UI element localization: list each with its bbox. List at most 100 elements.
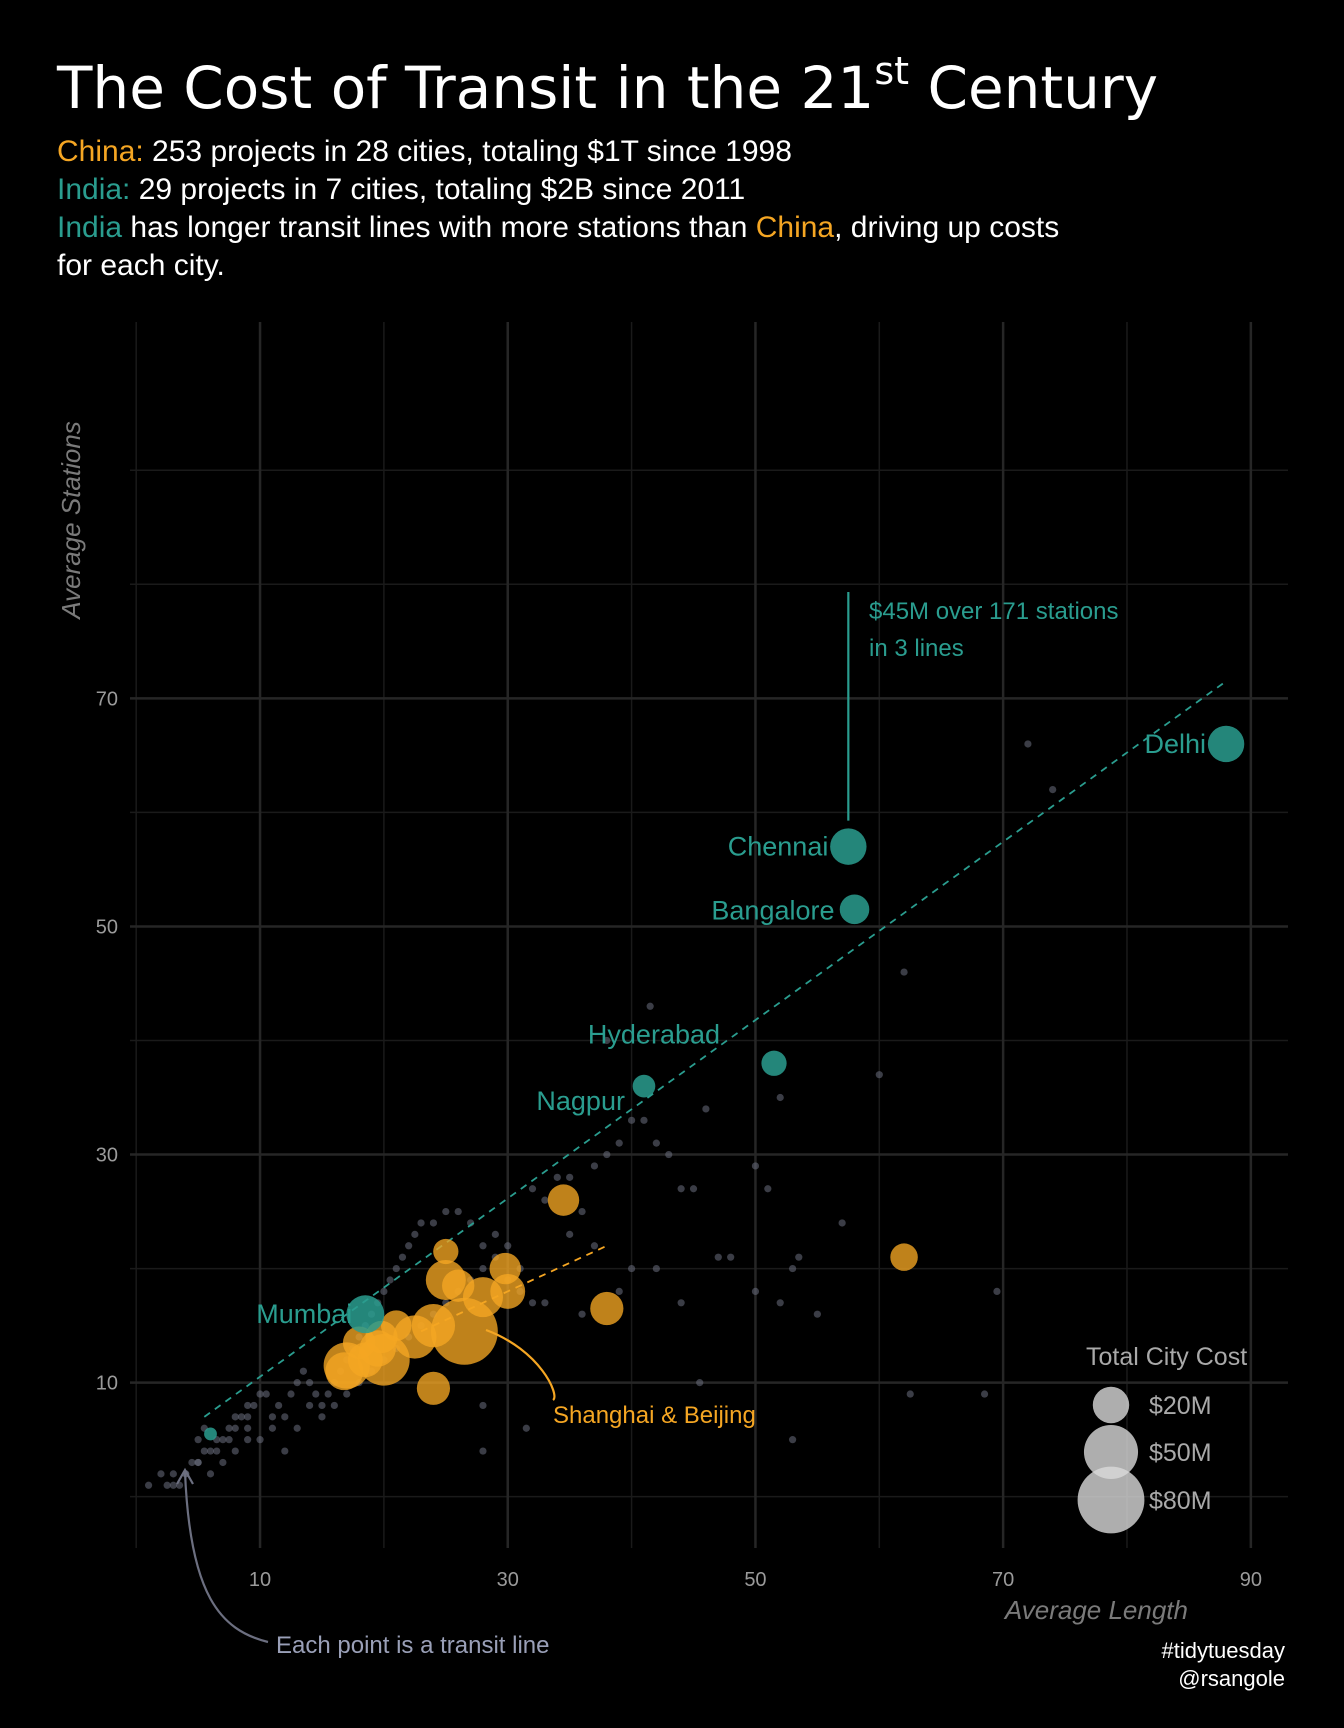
legend-label: $80M	[1149, 1487, 1212, 1515]
transit-line-point	[454, 1207, 462, 1216]
transit-line-point	[590, 1242, 599, 1250]
transit-line-point	[1024, 740, 1032, 748]
transit-line-point	[219, 1458, 227, 1467]
china-city-point	[347, 1342, 383, 1378]
transit-line-point	[491, 1230, 499, 1238]
transit-line-point	[206, 1470, 215, 1478]
city-label-bangalore: Bangalore	[711, 895, 834, 925]
transit-line-point	[522, 1424, 530, 1432]
transit-line-point	[776, 1093, 784, 1102]
transit-line-point	[813, 1310, 821, 1318]
size-legend: Total City Cost $20M $50M $80M	[1077, 1343, 1247, 1534]
transit-line-point	[157, 1470, 165, 1478]
transit-line-point	[250, 1401, 258, 1410]
transit-line-point	[627, 1116, 636, 1124]
transit-line-point	[603, 1150, 611, 1159]
legend-label: $50M	[1149, 1439, 1212, 1467]
china-city-point	[547, 1184, 580, 1216]
x-tick-label: 50	[744, 1569, 766, 1591]
china-city-point	[381, 1310, 412, 1341]
transit-line-point	[305, 1379, 314, 1387]
china-city-point	[890, 1243, 918, 1271]
credit-author: @rsangole	[1178, 1666, 1285, 1691]
transit-line-point	[640, 1116, 648, 1124]
india-city-point-hyderabad	[761, 1050, 787, 1076]
transit-line-point	[615, 1287, 623, 1295]
transit-line-point	[665, 1150, 673, 1159]
transit-line-point	[405, 1242, 413, 1250]
city-label-nagpur: Nagpur	[536, 1086, 625, 1116]
india-city-point-delhi	[1207, 725, 1245, 763]
transit-line-point	[392, 1264, 400, 1273]
transit-line-point	[727, 1253, 735, 1261]
transit-line-point	[305, 1401, 314, 1410]
transit-line-point	[206, 1447, 215, 1455]
transit-line-point	[541, 1299, 549, 1307]
city-label-mumbai: Mumbai	[256, 1299, 352, 1329]
transit-line-point	[702, 1105, 710, 1113]
transit-line-point	[615, 1139, 623, 1147]
transit-line-point	[169, 1470, 177, 1478]
transit-line-point	[566, 1230, 574, 1238]
transit-line-point	[479, 1264, 487, 1273]
transit-line-point	[788, 1264, 797, 1273]
chennai-annotation-line2: in 3 lines	[869, 635, 964, 662]
india-city-point-bangalore	[839, 894, 870, 925]
india-city-point-mumbai	[346, 1295, 385, 1334]
city-label-hyderabad: Hyderabad	[588, 1019, 720, 1049]
transit-line-point	[169, 1481, 177, 1489]
transit-line-point	[646, 1002, 654, 1010]
china-city-point	[590, 1291, 624, 1326]
x-tick-label: 90	[1240, 1569, 1262, 1591]
transit-line-point	[875, 1071, 883, 1079]
transit-line-point	[906, 1390, 914, 1398]
transit-line-point	[398, 1253, 407, 1261]
transit-line-point	[696, 1379, 704, 1387]
trend-lines	[203, 680, 1227, 1418]
city-labels: Delhi Chennai Bangalore Hyderabad Nagpur Mumb…	[256, 729, 1206, 1329]
china-city-points	[323, 1184, 918, 1405]
transit-line-point	[795, 1253, 803, 1261]
x-tick-label: 70	[992, 1569, 1014, 1591]
city-label-delhi: Delhi	[1145, 729, 1207, 759]
transit-line-point	[627, 1264, 636, 1273]
transit-line-point	[429, 1219, 438, 1227]
transit-line-point	[256, 1436, 264, 1444]
transit-line-point	[194, 1436, 202, 1444]
transit-line-point	[343, 1390, 351, 1398]
each-point-arrow	[183, 1471, 269, 1644]
transit-line-point	[788, 1436, 797, 1444]
transit-line-point	[312, 1390, 320, 1398]
transit-line-point	[231, 1447, 239, 1455]
transit-line-point	[504, 1242, 512, 1250]
transit-line-point	[244, 1413, 252, 1421]
transit-line-point	[200, 1447, 208, 1455]
transit-line-point	[380, 1287, 388, 1295]
india-city-points	[204, 725, 1245, 1441]
china-city-point	[433, 1238, 459, 1265]
subtitle-comparison: India has longer transit lines with more…	[57, 211, 1059, 244]
transit-line-point	[268, 1413, 277, 1421]
transit-line-point	[299, 1367, 307, 1375]
transit-line-point	[330, 1401, 338, 1410]
transit-line-point	[993, 1287, 1001, 1295]
transit-line-point	[231, 1413, 239, 1421]
transit-line-point	[479, 1242, 487, 1250]
transit-line-point	[194, 1458, 202, 1467]
transit-line-point	[603, 1036, 611, 1045]
y-tick-label: 10	[96, 1373, 118, 1395]
legend-title: Total City Cost	[1086, 1343, 1247, 1371]
transit-line-point	[479, 1447, 487, 1455]
transit-line-point	[689, 1185, 698, 1193]
china-trend-line	[420, 1244, 608, 1333]
china-city-point	[489, 1252, 521, 1285]
transit-line-point	[714, 1253, 722, 1261]
subtitle-china: China: 253 projects in 28 cities, totali…	[57, 135, 792, 168]
transit-line-point	[900, 968, 908, 976]
transit-line-point	[578, 1310, 586, 1318]
transit-line-point	[838, 1219, 846, 1227]
transit-line-point	[417, 1219, 425, 1227]
transit-line-point	[980, 1390, 989, 1398]
transit-line-point	[188, 1458, 196, 1467]
china-city-point	[416, 1371, 451, 1405]
